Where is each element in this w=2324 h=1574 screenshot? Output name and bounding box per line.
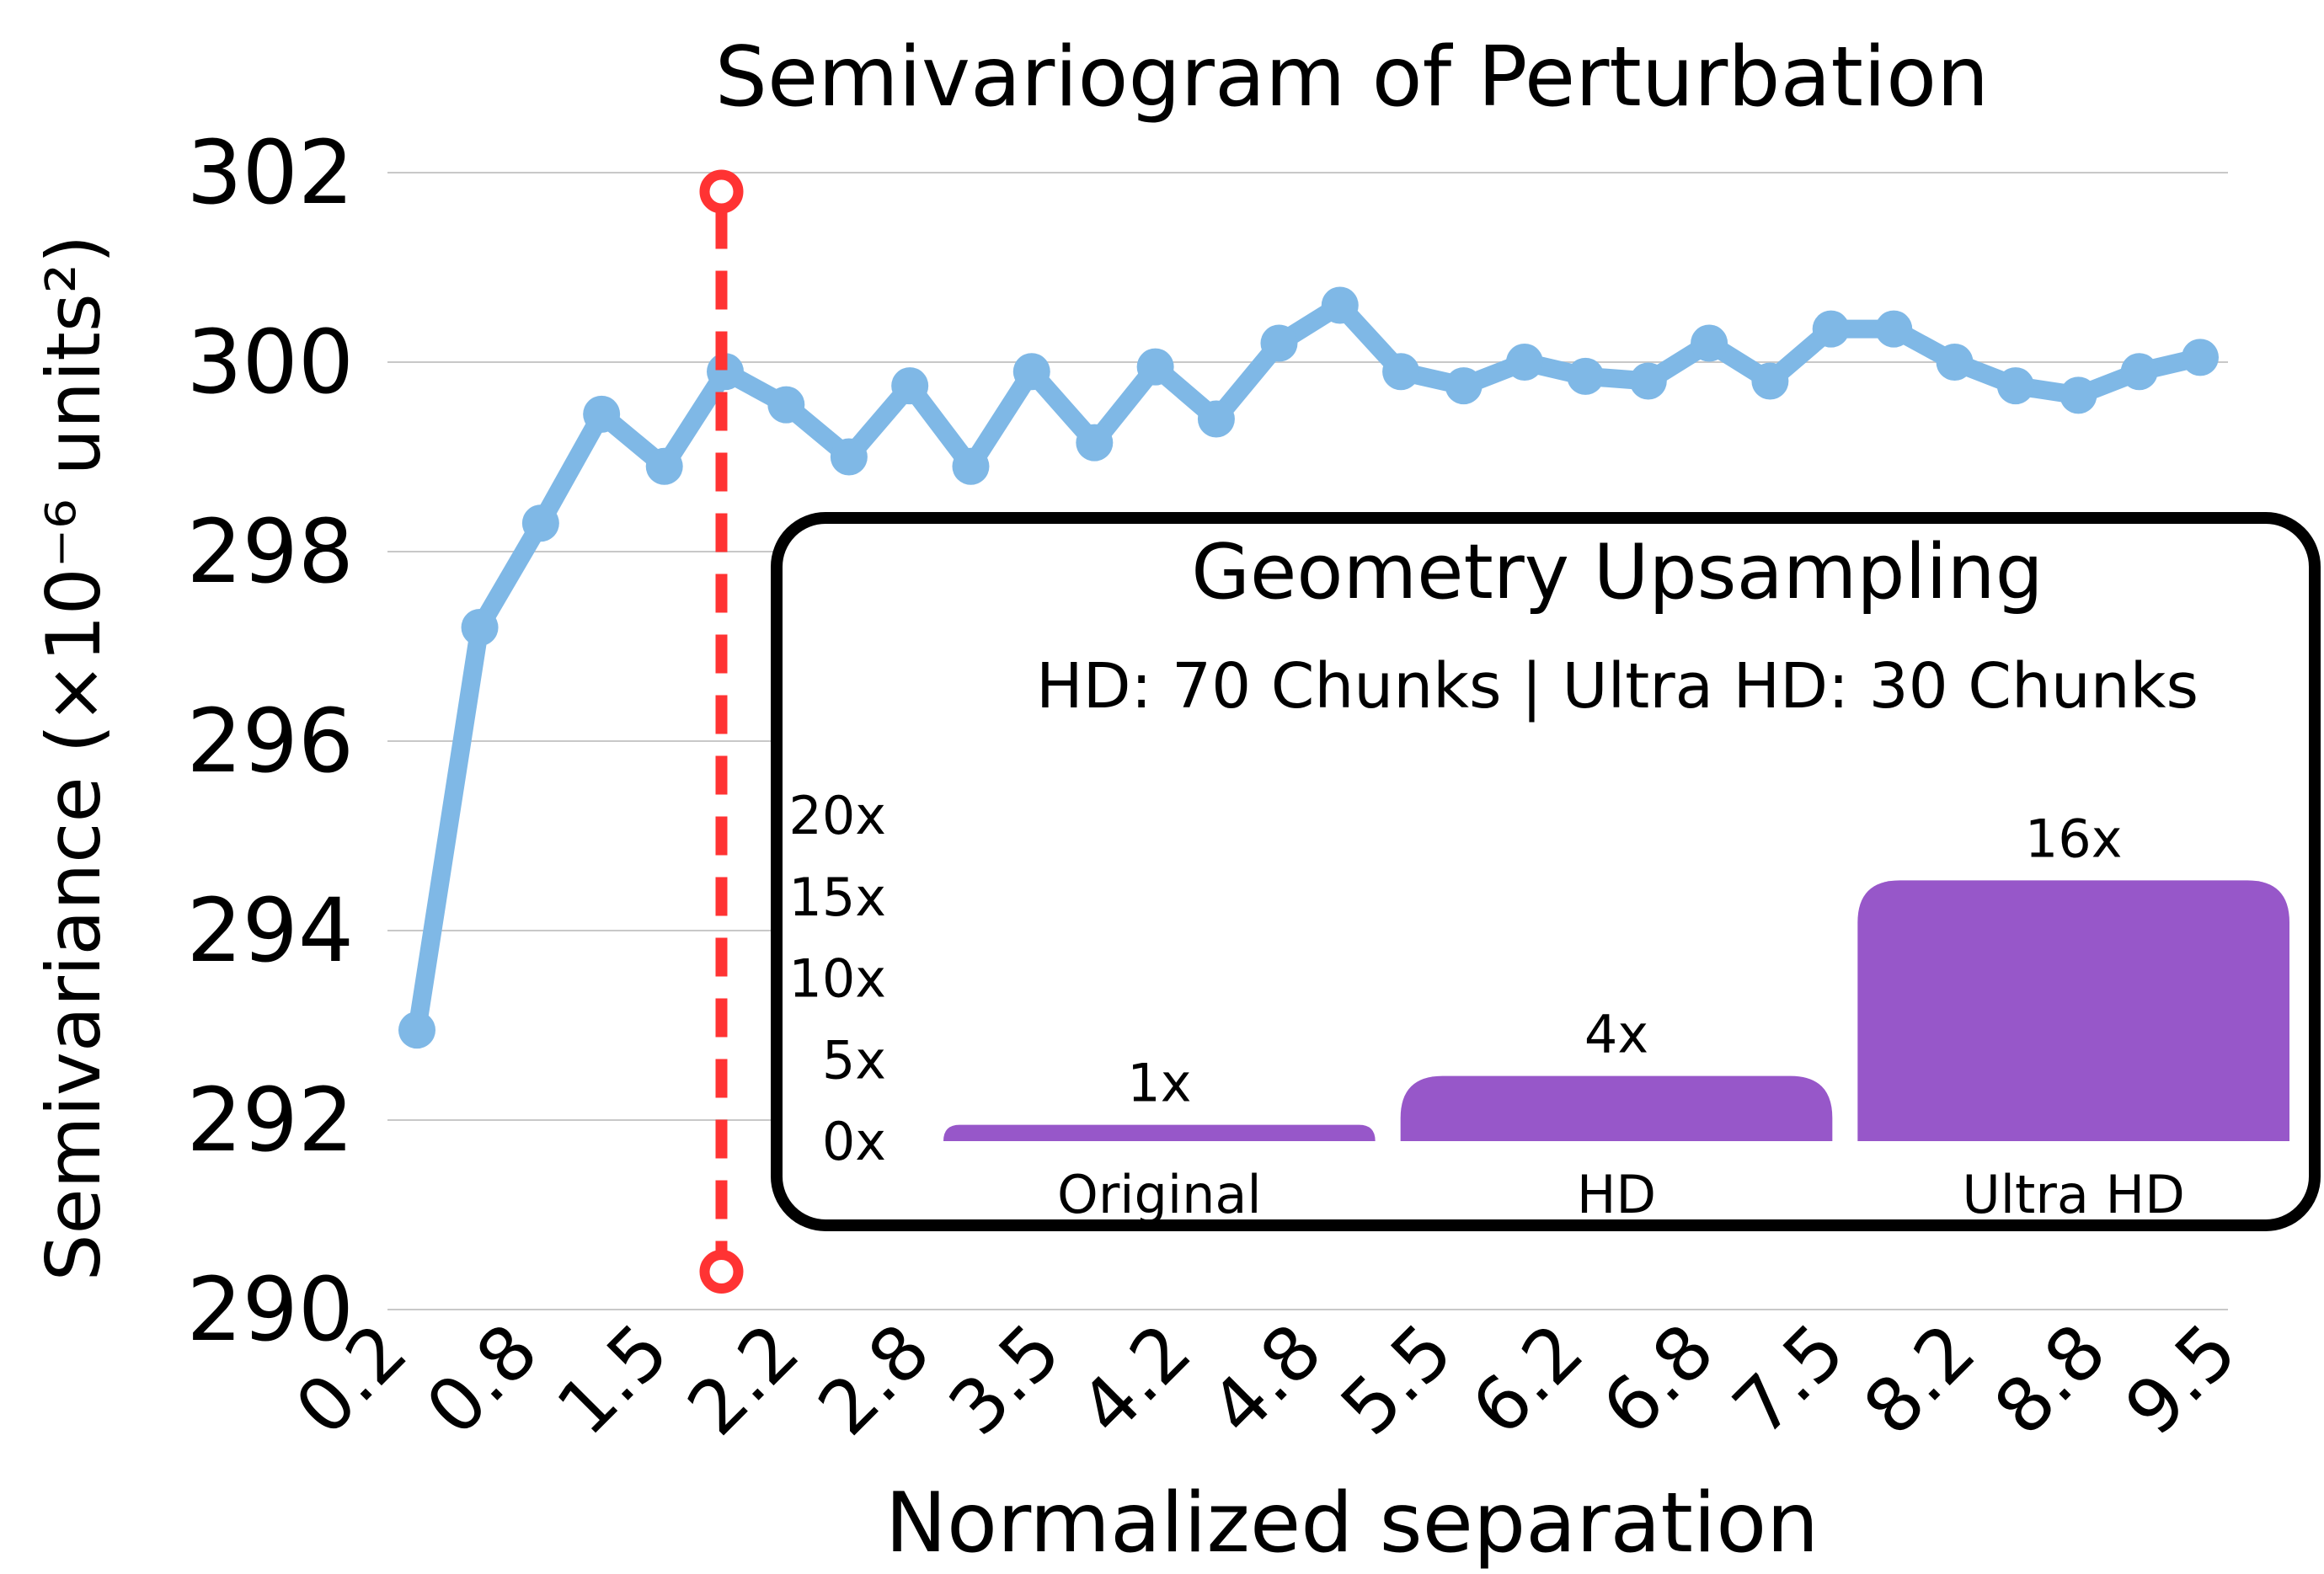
data-point	[1936, 344, 1974, 381]
x-tick-label: 1.5	[540, 1307, 685, 1452]
x-tick-label: 3.5	[932, 1307, 1077, 1452]
x-tick-label: 2.2	[670, 1307, 815, 1452]
x-tick-label: 4.8	[1194, 1307, 1338, 1452]
data-point	[1505, 344, 1543, 381]
data-point	[1875, 310, 1913, 348]
inset-y-tick-label: 10x	[788, 948, 886, 1010]
x-tick-label: 6.8	[1585, 1307, 1730, 1452]
x-tick-label: 6.2	[1455, 1307, 1600, 1452]
inset-value-label: 16x	[2025, 808, 2123, 869]
inset-category-label: HD	[1577, 1164, 1656, 1225]
data-point	[1136, 348, 1174, 386]
y-tick-label: 300	[186, 311, 354, 414]
data-point	[583, 395, 621, 433]
reference-line	[699, 169, 744, 1294]
data-point	[830, 438, 868, 476]
data-point	[1812, 310, 1850, 348]
data-point	[521, 504, 559, 542]
inset-value-labels: 1x 4x 16x	[1127, 808, 2122, 1113]
data-point	[461, 609, 499, 646]
x-axis-label: Normalized separation	[885, 1475, 1819, 1571]
x-axis-tick-labels: 0.20.81.52.22.83.54.24.85.56.26.87.58.28…	[279, 1307, 2253, 1452]
data-point	[952, 447, 990, 485]
inset-category-label: Original	[1057, 1164, 1262, 1225]
data-point	[891, 367, 929, 405]
inset-chart: Geometry Upsampling HD: 70 Chunks | Ultr…	[771, 512, 2321, 1231]
data-point	[1996, 367, 2034, 405]
inset-y-tick-label: 5x	[822, 1029, 886, 1091]
inset-category-label: Ultra HD	[1962, 1164, 2184, 1225]
data-point	[1382, 353, 1420, 391]
line-series	[398, 286, 2219, 1049]
data-point	[1197, 400, 1235, 438]
inset-bar	[943, 1124, 1376, 1141]
inset-y-tick-label: 15x	[788, 867, 886, 928]
data-point	[2182, 339, 2219, 376]
data-point	[1260, 324, 1298, 362]
y-tick-label: 298	[186, 500, 354, 603]
inset-category-labels: Original HD Ultra HD	[1057, 1164, 2185, 1225]
reference-top-marker	[699, 169, 744, 214]
x-tick-label: 0.8	[409, 1307, 554, 1452]
y-tick-label: 292	[186, 1069, 354, 1171]
x-tick-label: 5.5	[1324, 1307, 1469, 1452]
inset-subtitle: HD: 70 Chunks | Ultra HD: 30 Chunks	[1036, 650, 2198, 723]
x-tick-label: 9.5	[2108, 1307, 2253, 1452]
inset-bars	[943, 880, 2289, 1141]
inset-value-label: 1x	[1127, 1053, 1191, 1114]
y-tick-label: 296	[186, 690, 354, 792]
x-tick-label: 4.2	[1063, 1307, 1208, 1452]
data-point	[767, 386, 805, 424]
data-point	[1321, 286, 1359, 324]
data-point	[1567, 357, 1605, 395]
y-tick-label: 302	[186, 121, 354, 224]
data-point	[398, 1011, 435, 1049]
y-tick-label: 294	[186, 879, 354, 982]
inset-bar	[1857, 880, 2289, 1141]
inset-y-tick-labels: 0x 5x 10x 15x 20x	[788, 785, 886, 1172]
data-point	[1691, 324, 1728, 362]
inset-value-label: 4x	[1584, 1004, 1648, 1065]
y-axis-tick-labels: 290 292 294 296 298 300 302	[186, 121, 354, 1361]
data-point	[1751, 362, 1789, 400]
data-point	[1445, 367, 1483, 405]
y-tick-label: 290	[186, 1258, 354, 1361]
data-point	[1629, 362, 1667, 400]
x-tick-label: 8.2	[1847, 1307, 1992, 1452]
main-chart-title: Semivariogram of Perturbation	[715, 29, 1990, 125]
inset-y-tick-label: 20x	[788, 785, 886, 846]
data-point	[2060, 376, 2097, 414]
reference-bottom-marker	[699, 1250, 744, 1294]
inset-y-tick-label: 0x	[822, 1111, 886, 1172]
x-tick-label: 8.8	[1978, 1307, 2123, 1452]
data-point	[1012, 353, 1050, 391]
data-point	[2120, 353, 2158, 391]
inset-bar	[1400, 1075, 1833, 1141]
x-tick-label: 2.8	[802, 1307, 947, 1452]
x-tick-label: 7.5	[1717, 1307, 1862, 1452]
y-axis-label: Semivariance (×10⁻⁶ units²)	[30, 235, 117, 1282]
data-point	[645, 447, 683, 485]
data-point	[1076, 424, 1114, 462]
inset-title: Geometry Upsampling	[1191, 528, 2043, 616]
